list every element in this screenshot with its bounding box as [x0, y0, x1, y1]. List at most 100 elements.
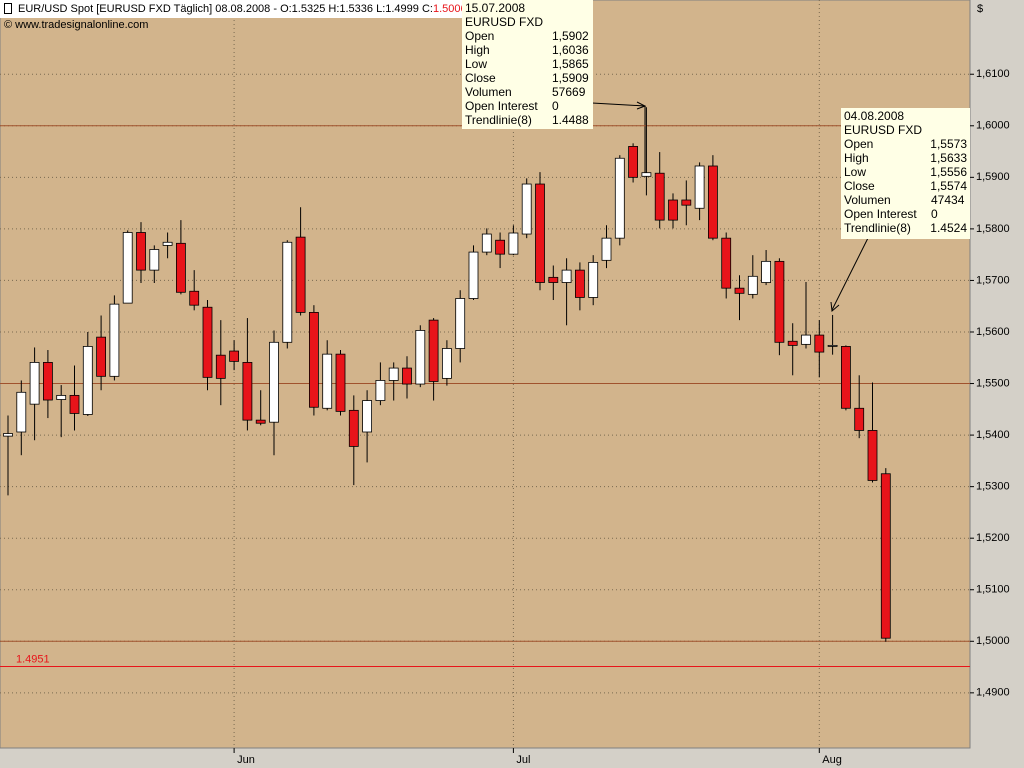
candle-body: [308, 311, 319, 408]
candle-body: [255, 419, 266, 424]
candle-body: [668, 199, 678, 221]
tooltip-row: Volumen 47434: [844, 193, 967, 207]
tooltip-row: Low 1,5865: [465, 57, 590, 71]
tooltip-label: Open: [844, 137, 874, 151]
x-tick-label: Jun: [237, 754, 255, 766]
tooltip-row: Trendlinie(8) 1.4524: [844, 221, 967, 235]
tooltip: 04.08.2008 EURUSD FXD Open 1,5573 High 1,5633…: [841, 108, 970, 239]
candle-body: [29, 362, 40, 405]
candle-body: [56, 394, 67, 400]
candle-body: [694, 165, 705, 209]
candle-body: [109, 303, 120, 377]
candle-body: [82, 346, 93, 415]
y-tick-label: 1,5900: [976, 171, 1010, 183]
tooltip-value: 1,5909: [552, 71, 589, 85]
source: © www.tradesignalonline.com: [4, 19, 149, 31]
candle-body: [561, 269, 572, 283]
candle-body: [136, 232, 146, 271]
candle-body: [734, 287, 745, 294]
tooltip-label: Open: [465, 29, 495, 43]
candle-body: [189, 290, 200, 306]
tooltip-label: Low: [465, 57, 488, 71]
tooltip-value: 1,5574: [930, 179, 967, 193]
candle-body: [215, 354, 226, 379]
tooltip-value: 1.4488: [552, 113, 589, 127]
candle-body: [854, 407, 865, 431]
candle-body: [362, 400, 373, 433]
candle-body: [761, 260, 771, 283]
y-tick-label: 1,5300: [976, 481, 1010, 493]
y-tick-label: 1,6100: [976, 68, 1010, 80]
candle-body: [814, 334, 825, 353]
candle-body: [827, 344, 838, 347]
tooltip-value: 1,5865: [552, 57, 589, 71]
annotation-arrow: [831, 237, 869, 311]
candle-body: [535, 183, 545, 283]
candle-body: [867, 430, 878, 481]
candle-body: [3, 433, 13, 437]
y-tick-label: 1,5000: [976, 635, 1010, 647]
tooltip-row: Open 1,5902: [465, 29, 590, 43]
header: EUR/USD Spot [EURUSD FXD Täglich] 08.08.…: [0, 0, 471, 18]
candle-body: [348, 409, 359, 447]
candle-body: [787, 340, 798, 346]
y-tick-label: 1,5200: [976, 532, 1010, 544]
header-title: EUR/USD Spot [EURUSD FXD Täglich] 08.08.…: [18, 3, 433, 15]
header-close: 1.5006: [432, 3, 467, 15]
candle-body: [122, 232, 133, 304]
candle-body: [601, 237, 612, 261]
tooltip-row: Open Interest 0: [844, 207, 967, 221]
tooltip-value: 1,5902: [552, 29, 589, 43]
candle-body: [681, 199, 692, 206]
candle-body: [841, 346, 851, 409]
candle-body: [441, 348, 452, 379]
candle-body: [335, 353, 346, 412]
tooltip-row: Trendlinie(8) 1.4488: [465, 113, 590, 127]
arrow-head: [636, 101, 647, 110]
tooltip-label: Close: [465, 71, 496, 85]
candle-body: [708, 165, 718, 239]
candle-body: [588, 261, 599, 298]
candle-body: [229, 350, 240, 362]
y-tick-label: 1,6000: [976, 120, 1010, 132]
candle-body: [295, 236, 306, 313]
y-tick-label: 1,5800: [976, 223, 1010, 235]
tooltip-date: 04.08.2008: [844, 109, 905, 123]
candle-body: [628, 146, 638, 178]
candle-body: [481, 233, 492, 253]
candle-body: [402, 367, 412, 385]
candle-body: [428, 319, 439, 382]
tooltip-symbol: EURUSD FXD: [465, 15, 544, 29]
candle-body: [375, 380, 386, 401]
candle-body: [175, 242, 186, 293]
candle-body: [162, 241, 173, 246]
tooltip-label: Trendlinie(8): [465, 113, 532, 127]
tooltip-value: 1,6036: [552, 43, 589, 57]
tooltip-value: 0: [552, 99, 559, 113]
candle-body: [69, 394, 80, 414]
candle-body: [521, 183, 532, 235]
tooltip-row: High 1,5633: [844, 151, 967, 165]
candle-body: [202, 306, 213, 378]
x-tick-label: Aug: [822, 754, 842, 766]
tooltip-value: 1,5573: [930, 137, 967, 151]
tooltip-label: Close: [844, 179, 875, 193]
candle-body: [468, 251, 479, 299]
candle-body: [641, 172, 652, 177]
y-tick-label: 1,5600: [976, 326, 1010, 338]
y-tick-label: 1,5400: [976, 429, 1010, 441]
candle-body: [721, 237, 732, 289]
candle-body: [322, 353, 333, 409]
candle-body: [269, 341, 279, 423]
candle-body: [508, 232, 519, 255]
tooltip-label: Open Interest: [844, 207, 917, 221]
candle-body: [96, 336, 106, 377]
tooltip-label: Open Interest: [465, 99, 538, 113]
level-label: 1.4951: [16, 653, 50, 665]
y-tick-label: 1,4900: [976, 687, 1010, 699]
y-axis-label: $: [977, 3, 983, 15]
candle-body: [747, 275, 758, 295]
candle-body: [575, 269, 585, 298]
tooltip-date: 15.07.2008: [465, 1, 526, 15]
tooltip-row: Close 1,5909: [465, 71, 590, 85]
